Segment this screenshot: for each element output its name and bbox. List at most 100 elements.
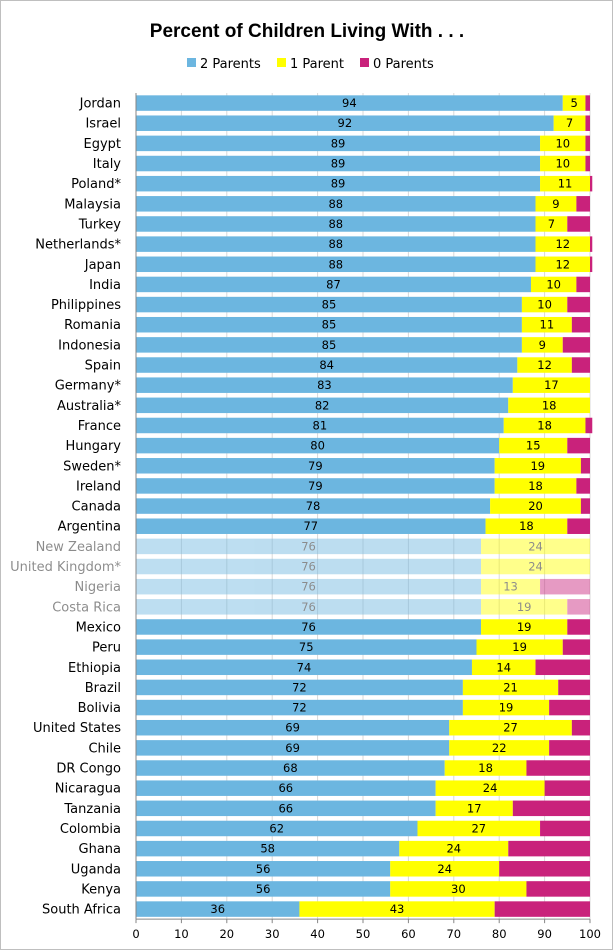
- value-label-chile-1-parent: 22: [492, 741, 507, 755]
- value-label-united-kingdom-1-parent: 24: [528, 560, 543, 574]
- bar-united-kingdom-1-parent: [481, 558, 590, 575]
- value-label-japan-1-parent: 12: [555, 257, 570, 271]
- bar-poland-0-parents: [590, 175, 593, 192]
- bar-italy-1-parent: [540, 155, 586, 172]
- bar-sweden-2-parents: [136, 458, 495, 474]
- bar-germany-2-parents: [136, 377, 513, 393]
- category-label-netherlands: Netherlands*: [35, 238, 121, 253]
- category-label-brazil: Brazil: [85, 681, 121, 696]
- bar-mexico-0-parents: [567, 619, 590, 635]
- legend: 2 Parents 1 Parent 0 Parents: [187, 57, 434, 72]
- value-label-ethiopia-1-parent: 14: [496, 660, 511, 674]
- bar-australia-1-parent: [508, 397, 590, 414]
- bar-row-bolivia: Bolivia 72 19: [78, 699, 590, 716]
- bar-row-romania: Romania 85 11: [64, 316, 590, 333]
- tick-label-90: 90: [537, 927, 552, 941]
- tick-label-20: 20: [219, 927, 234, 941]
- bar-row-malaysia: Malaysia 88 9: [64, 196, 590, 212]
- bar-row-indonesia: Indonesia 85 9: [58, 337, 590, 353]
- legend-label-2-parents: 2 Parents: [200, 57, 261, 72]
- bar-ghana-0-parents: [508, 840, 590, 857]
- category-label-costa-rica: Costa Rica: [52, 600, 121, 615]
- bar-nigeria-0-parents: [540, 578, 590, 595]
- value-label-spain-1-parent: 12: [537, 358, 552, 372]
- bar-new-zealand-1-parent: [481, 538, 590, 555]
- bar-jordan-0-parents: [585, 95, 590, 111]
- category-label-germany: Germany*: [55, 379, 122, 394]
- bar-ghana-1-parent: [399, 840, 509, 857]
- bar-israel-2-parents: [136, 115, 554, 131]
- value-label-costa-rica-2-parents: 76: [301, 600, 316, 614]
- value-label-indonesia-2-parents: 85: [322, 338, 337, 352]
- value-label-jordan-2-parents: 94: [342, 96, 357, 110]
- bar-row-canada: Canada 78 20: [72, 498, 590, 515]
- bar-row-france: France 81 18: [78, 417, 593, 434]
- value-label-peru-1-parent: 19: [512, 640, 527, 654]
- value-label-peru-2-parents: 75: [299, 640, 314, 654]
- bar-row-united-kingdom: United Kingdom* 76 24: [10, 558, 590, 575]
- value-label-colombia-2-parents: 62: [269, 821, 284, 835]
- legend-label-1-parent: 1 Parent: [290, 57, 344, 72]
- value-label-romania-1-parent: 11: [540, 318, 555, 332]
- bar-row-spain: Spain 84 12: [85, 357, 590, 374]
- bar-indonesia-1-parent: [521, 337, 563, 353]
- legend-swatch-0-parents: [360, 58, 369, 67]
- bar-row-turkey: Turkey 88 7: [78, 216, 590, 232]
- value-label-sweden-1-parent: 19: [530, 459, 545, 473]
- value-label-south-africa-1-parent: 43: [390, 902, 405, 916]
- bar-poland-1-parent: [540, 175, 590, 192]
- bar-turkey-1-parent: [535, 216, 568, 232]
- value-label-indonesia-1-parent: 9: [539, 338, 546, 352]
- category-label-united-kingdom: United Kingdom*: [10, 560, 121, 575]
- bar-spain-0-parents: [571, 357, 590, 373]
- value-label-sweden-2-parents: 79: [308, 459, 323, 473]
- category-label-canada: Canada: [72, 500, 121, 515]
- bar-ghana-2-parents: [136, 840, 400, 857]
- bar-malaysia-0-parents: [576, 196, 590, 212]
- category-label-ghana: Ghana: [79, 842, 122, 857]
- value-label-philippines-2-parents: 85: [322, 298, 337, 312]
- category-label-japan: Japan: [84, 258, 121, 273]
- bar-tanzania-1-parent: [435, 800, 513, 817]
- bar-bolivia-1-parent: [462, 699, 550, 716]
- value-label-tanzania-1-parent: 17: [467, 801, 482, 815]
- category-label-romania: Romania: [64, 318, 121, 333]
- bar-row-mexico: Mexico 76 19: [76, 619, 590, 635]
- bar-uganda-2-parents: [136, 861, 391, 877]
- category-label-united-states: United States: [33, 721, 121, 736]
- bar-japan-0-parents: [590, 256, 593, 273]
- value-label-kenya-1-parent: 30: [451, 882, 466, 896]
- tick-label-0: 0: [132, 927, 139, 941]
- bar-united-states-2-parents: [136, 719, 450, 736]
- value-label-japan-2-parents: 88: [328, 257, 343, 271]
- bar-row-united-states: United States 69 27: [33, 719, 590, 736]
- bar-nigeria-2-parents: [136, 578, 482, 595]
- bar-spain-2-parents: [136, 357, 518, 373]
- bar-argentina-0-parents: [567, 518, 590, 534]
- bar-israel-0-parents: [585, 115, 590, 131]
- bar-mexico-1-parent: [481, 619, 568, 635]
- value-label-nicaragua-2-parents: 66: [278, 781, 293, 795]
- bar-bolivia-0-parents: [549, 699, 590, 716]
- value-label-new-zealand-2-parents: 76: [301, 539, 316, 553]
- value-label-germany-2-parents: 83: [317, 378, 332, 392]
- category-label-colombia: Colombia: [60, 822, 121, 837]
- category-label-tanzania: Tanzania: [63, 802, 121, 817]
- bar-egypt-2-parents: [136, 135, 541, 152]
- value-label-new-zealand-1-parent: 24: [528, 539, 543, 553]
- bar-row-sweden: Sweden* 79 19: [63, 458, 590, 474]
- category-label-jordan: Jordan: [79, 97, 121, 112]
- bar-malaysia-2-parents: [136, 196, 536, 212]
- bar-jordan-2-parents: [136, 95, 563, 111]
- bar-row-south-africa: South Africa 36 43: [42, 901, 590, 918]
- value-label-india-1-parent: 10: [546, 277, 561, 291]
- value-label-australia-1-parent: 18: [542, 398, 557, 412]
- bar-row-netherlands: Netherlands* 88 12: [35, 236, 593, 253]
- bar-philippines-2-parents: [136, 296, 522, 313]
- bar-chile-1-parent: [449, 740, 550, 756]
- value-label-philippines-1-parent: 10: [537, 298, 552, 312]
- bar-uganda-1-parent: [390, 861, 500, 877]
- bar-brazil-2-parents: [136, 679, 463, 696]
- value-label-ethiopia-2-parents: 74: [297, 660, 312, 674]
